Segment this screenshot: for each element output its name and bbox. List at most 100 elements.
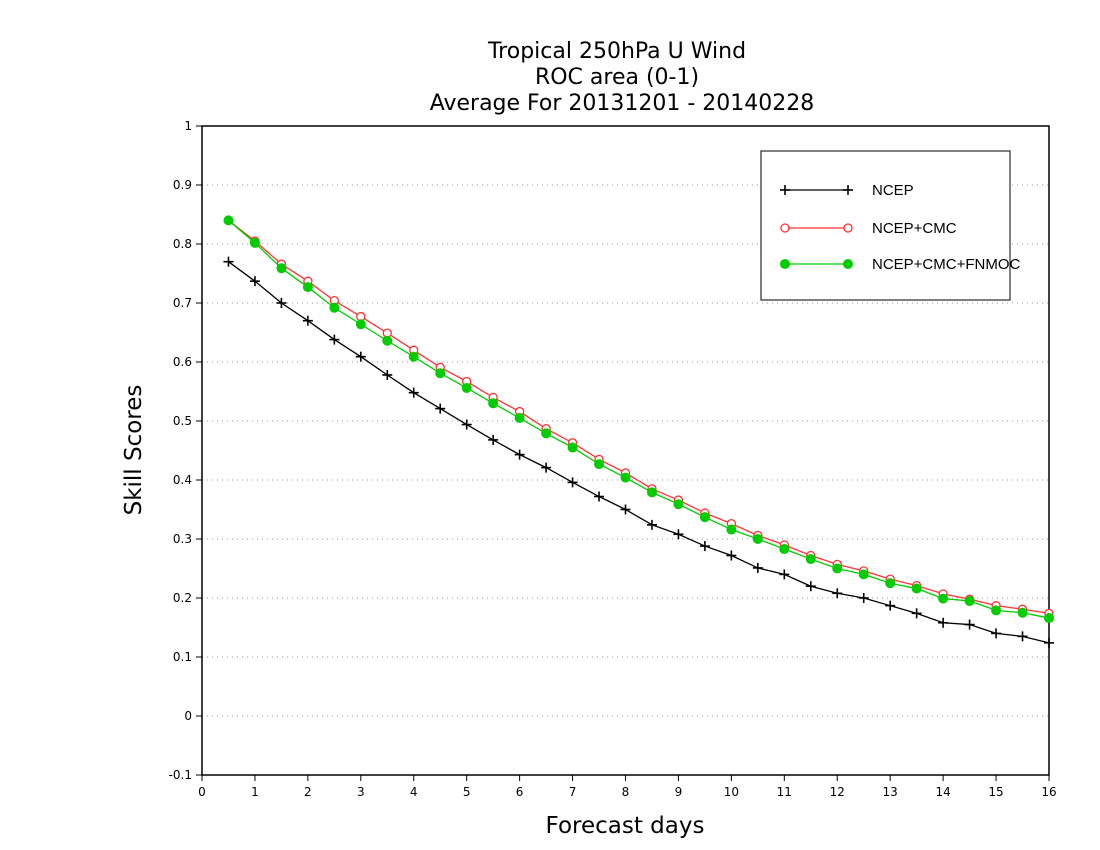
y-tick-label: 0.3 — [173, 532, 192, 546]
chart-title: Tropical 250hPa U Wind ROC area (0-1) Av… — [430, 39, 815, 116]
y-tick-label: 0.6 — [173, 355, 192, 369]
x-tick-label: 5 — [463, 785, 471, 799]
data-point — [1044, 613, 1054, 624]
data-point — [276, 263, 287, 274]
data-point — [435, 368, 446, 379]
data-point — [885, 600, 896, 611]
data-point — [355, 351, 366, 362]
legend-marker-start — [780, 223, 790, 233]
data-point — [832, 563, 843, 574]
legend: NCEP NCEP+CMC NCEP+CMC+FNMOC — [760, 150, 1021, 301]
y-tick-label: 0.1 — [173, 650, 192, 664]
x-tick-label: 16 — [1041, 785, 1056, 799]
data-point — [329, 334, 340, 345]
data-point — [567, 477, 578, 488]
data-point — [699, 541, 710, 552]
data-point — [832, 588, 843, 599]
data-point — [276, 298, 287, 308]
x-tick-label: 6 — [516, 785, 524, 799]
title-line-3: Average For 20131201 - 20140228 — [430, 91, 815, 116]
data-point — [858, 593, 869, 603]
data-point — [938, 617, 949, 628]
legend-marker-end — [843, 185, 853, 195]
data-point — [302, 315, 313, 326]
data-point — [699, 512, 710, 523]
data-point — [382, 369, 393, 380]
y-tick-label: -0.1 — [169, 768, 192, 782]
x-tick-label: 0 — [198, 785, 206, 799]
data-point — [964, 595, 975, 606]
title-line-2: ROC area (0-1) — [535, 65, 699, 90]
data-point — [752, 534, 763, 544]
data-point — [858, 569, 869, 580]
series-layer — [223, 215, 1054, 648]
data-point — [461, 419, 472, 430]
data-point — [514, 413, 525, 424]
x-tick-label: 13 — [883, 785, 898, 799]
data-point — [223, 256, 234, 267]
data-point — [1017, 607, 1028, 618]
data-point — [382, 335, 393, 346]
legend-label: NCEP+CMC — [872, 220, 957, 237]
legend-marker-start — [780, 259, 790, 269]
y-tick-label: 0.8 — [173, 237, 192, 251]
legend-marker-start — [780, 185, 790, 195]
data-point — [541, 462, 552, 473]
data-point — [885, 578, 896, 589]
x-tick-label: 1 — [251, 785, 259, 799]
data-point — [646, 487, 657, 498]
data-point — [646, 519, 657, 530]
data-point — [673, 529, 684, 540]
data-point — [938, 593, 949, 604]
legend-item: NCEP+CMC — [780, 220, 957, 237]
legend-item: NCEP+CMC+FNMOC — [780, 256, 1021, 273]
series-2 — [223, 215, 1054, 624]
data-point — [911, 583, 922, 594]
data-point — [673, 499, 684, 510]
y-tick-label: 0.4 — [173, 473, 192, 487]
data-point — [964, 619, 975, 630]
data-point — [779, 544, 790, 555]
y-tick-label: 0.5 — [173, 414, 192, 428]
data-point — [620, 472, 631, 483]
data-point — [594, 491, 605, 502]
data-point — [594, 459, 605, 470]
x-axis-title: Forecast days — [546, 813, 705, 839]
legend-box — [760, 150, 1011, 301]
y-axis-ticks: -0.1 0 0.1 0.2 0.3 0.4 0.5 0.6 0.7 0.8 0.9 1 — [169, 119, 202, 782]
x-tick-label: 8 — [622, 785, 630, 799]
data-point — [249, 276, 260, 287]
data-point — [726, 550, 737, 561]
x-tick-label: 14 — [935, 785, 950, 799]
data-point — [223, 215, 234, 226]
x-tick-label: 11 — [777, 785, 792, 799]
data-point — [541, 428, 552, 439]
x-tick-label: 10 — [724, 785, 739, 799]
data-point — [991, 628, 1002, 639]
x-tick-label: 15 — [988, 785, 1003, 799]
data-point — [567, 442, 578, 453]
data-point — [752, 562, 763, 573]
data-point — [620, 504, 631, 515]
legend-item: NCEP — [780, 182, 914, 199]
data-point — [355, 319, 366, 330]
data-point — [1044, 637, 1054, 648]
plot-frame — [201, 125, 1050, 776]
x-tick-label: 9 — [675, 785, 683, 799]
x-tick-label: 2 — [304, 785, 312, 799]
data-point — [249, 237, 260, 248]
y-tick-label: 0 — [184, 709, 192, 723]
legend-marker-end — [843, 223, 853, 233]
data-point — [408, 387, 419, 398]
legend-label: NCEP+CMC+FNMOC — [872, 256, 1021, 273]
data-point — [488, 434, 499, 445]
data-point — [805, 581, 816, 592]
data-point — [461, 382, 472, 393]
legend-marker-end — [843, 259, 853, 269]
data-point — [1017, 631, 1028, 642]
series-0 — [223, 256, 1054, 648]
x-axis-ticks: 0 1 2 3 4 5 6 7 8 9 10 11 12 13 14 15 16 — [198, 775, 1057, 799]
y-tick-label: 0.9 — [173, 178, 192, 192]
x-tick-label: 7 — [569, 785, 577, 799]
